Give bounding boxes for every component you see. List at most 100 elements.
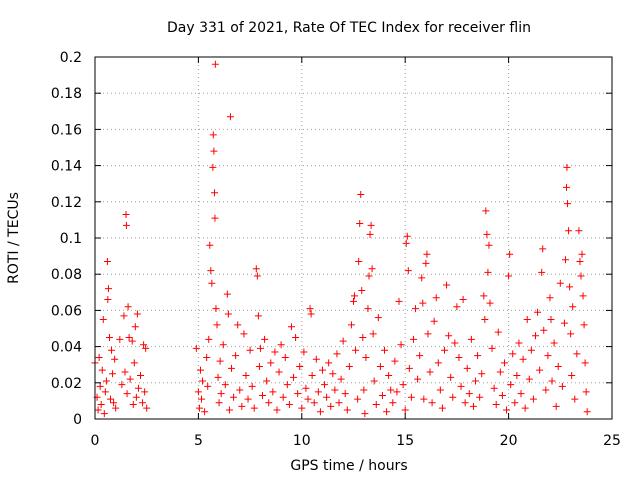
data-point (234, 321, 242, 329)
data-point (405, 364, 413, 372)
data-point (453, 303, 461, 311)
data-point (335, 399, 343, 407)
data-point (198, 395, 206, 403)
data-point (583, 408, 591, 416)
data-point (279, 393, 287, 401)
data-point (483, 230, 491, 238)
data-point (209, 131, 217, 139)
data-point (136, 372, 144, 380)
data-point (395, 297, 403, 305)
data-point (467, 335, 475, 343)
data-point (534, 308, 542, 316)
data-point (215, 399, 223, 407)
data-point (211, 189, 219, 197)
data-point (383, 408, 391, 416)
data-point (123, 390, 131, 398)
data-point (213, 321, 221, 329)
data-point (492, 401, 500, 409)
data-point (225, 406, 233, 414)
data-point (486, 299, 494, 307)
data-point (194, 388, 202, 396)
data-point (281, 353, 289, 361)
data-point (523, 315, 531, 323)
data-point (192, 344, 200, 352)
data-point (550, 339, 558, 347)
data-point (128, 337, 136, 345)
data-point (345, 363, 353, 371)
data-point (104, 285, 112, 293)
data-point (521, 404, 529, 412)
data-point (440, 346, 448, 354)
data-point (307, 310, 315, 318)
data-point (581, 359, 589, 367)
chart-title: Day 331 of 2021, Rate Of TEC Index for r… (167, 20, 531, 36)
data-point (387, 386, 395, 394)
data-point (419, 299, 427, 307)
data-point (365, 272, 373, 280)
data-point (212, 305, 220, 313)
plot-frame (94, 56, 613, 420)
data-point (277, 341, 285, 349)
data-point (290, 373, 298, 381)
data-point (469, 402, 477, 410)
data-point (253, 272, 261, 280)
data-point (369, 330, 377, 338)
data-point (227, 364, 235, 372)
data-point (130, 359, 138, 367)
data-point (248, 382, 256, 390)
data-point (381, 346, 389, 354)
data-point (360, 386, 368, 394)
data-point (271, 348, 279, 356)
data-point (424, 330, 432, 338)
data-point (259, 391, 267, 399)
data-point (536, 366, 544, 374)
y-tick-label: 0.1 (60, 231, 82, 247)
data-point (242, 372, 250, 380)
data-point (582, 388, 590, 396)
data-point (292, 334, 300, 342)
data-point (542, 386, 550, 394)
data-point (560, 319, 568, 327)
data-point (443, 281, 451, 289)
x-tick-label: 10 (293, 433, 311, 449)
data-point (206, 241, 214, 249)
x-axis-label: GPS time / hours (290, 458, 407, 474)
data-point (331, 386, 339, 394)
data-point (94, 406, 102, 414)
data-point (434, 359, 442, 367)
data-point (226, 113, 234, 121)
data-point (341, 390, 349, 398)
data-point (351, 292, 359, 300)
data-point (306, 305, 314, 313)
data-point (484, 268, 492, 276)
data-point (362, 353, 370, 361)
y-tick-label: 0 (73, 412, 82, 428)
data-point (122, 221, 130, 229)
data-point (129, 401, 137, 409)
data-point (126, 375, 134, 383)
data-point (143, 404, 151, 412)
data-point (531, 332, 539, 340)
data-point (505, 272, 513, 280)
data-point (118, 381, 126, 389)
data-point (407, 393, 415, 401)
data-point (461, 399, 469, 407)
data-point (511, 399, 519, 407)
data-point (111, 355, 119, 363)
data-point (312, 355, 320, 363)
data-point (109, 370, 117, 378)
data-point (525, 375, 533, 383)
data-point (98, 366, 106, 374)
data-point (418, 274, 426, 282)
data-point (238, 402, 246, 410)
data-point (485, 241, 493, 249)
data-point (451, 339, 459, 347)
data-point (236, 386, 244, 394)
data-point (131, 323, 139, 331)
x-tick-label: 20 (500, 433, 518, 449)
data-point (314, 388, 322, 396)
data-point (211, 60, 219, 68)
data-point (432, 294, 440, 302)
data-point (507, 381, 515, 389)
data-point (494, 328, 502, 336)
